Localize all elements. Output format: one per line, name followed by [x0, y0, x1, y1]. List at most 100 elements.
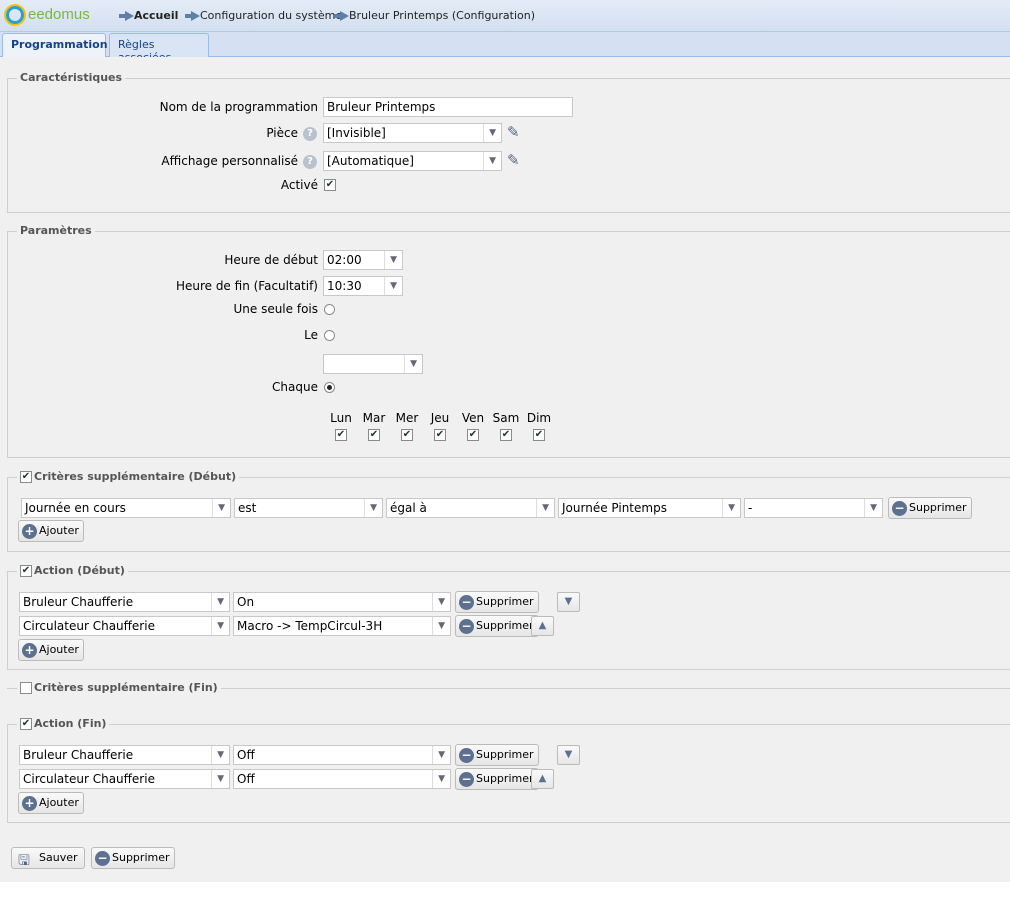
label: Lun — [330, 411, 352, 425]
move-up-button[interactable]: ▲ — [531, 769, 554, 789]
save-button[interactable]: 🖫 Sauver — [11, 847, 85, 869]
action-select[interactable]: Off ▼ — [233, 769, 451, 789]
eedomus-logo-icon[interactable] — [6, 6, 24, 24]
delete-program-button[interactable]: − Supprimer — [91, 847, 175, 869]
label: Activé — [280, 178, 318, 192]
chevron-down-icon: ▼ — [217, 597, 224, 607]
ajouter-button[interactable]: + Ajouter — [18, 639, 84, 661]
chevron-down-icon: ▼ — [489, 156, 496, 166]
action-select[interactable]: On ▼ — [233, 592, 451, 612]
criteria-select[interactable]: Journée en cours ▼ — [21, 498, 231, 518]
pencil-icon[interactable]: ✎ — [507, 123, 520, 141]
chevron-down-icon: ▼ — [217, 621, 224, 631]
label: Supprimer — [476, 595, 534, 608]
day-checkbox-lun[interactable]: ✔ — [335, 429, 347, 441]
affichage-select[interactable]: [Automatique] ▼ — [323, 151, 502, 171]
chevron-down-icon: ▼ — [218, 503, 225, 513]
ajouter-button[interactable]: + Ajouter — [18, 792, 84, 814]
value: [Automatique] — [327, 154, 414, 168]
criteria-select[interactable]: égal à ▼ — [386, 498, 555, 518]
supprimer-button[interactable]: − Supprimer — [455, 591, 539, 613]
label: Ajouter — [39, 796, 79, 809]
minus-icon: − — [892, 501, 907, 516]
supprimer-button[interactable]: − Supprimer — [455, 744, 539, 766]
nom-input[interactable]: Bruleur Printemps — [323, 97, 573, 117]
fieldset-caracteristiques — [7, 78, 1010, 213]
brand[interactable]: eedomus — [28, 6, 90, 23]
criteria-select[interactable]: est ▼ — [234, 498, 383, 518]
criteres-fin-checkbox[interactable] — [20, 682, 32, 694]
chevron-down-icon: ▼ — [542, 503, 549, 513]
help-icon[interactable]: ? — [303, 155, 317, 169]
label: Sam — [492, 411, 520, 425]
criteres-ajouter-button[interactable]: + Ajouter — [18, 520, 84, 542]
tab-regles-associees[interactable]: Règles associées — [109, 33, 209, 64]
label: Le — [304, 328, 318, 342]
action-fin-checkbox[interactable]: ✔ — [20, 718, 32, 730]
help-icon[interactable]: ? — [303, 127, 317, 141]
value: Off — [237, 748, 255, 762]
breadcrumb-config[interactable]: Configuration du système — [200, 9, 343, 22]
device-select[interactable]: Bruleur Chaufferie ▼ — [19, 745, 230, 765]
day-checkbox-mer[interactable]: ✔ — [401, 429, 413, 441]
criteria-select[interactable]: Journée Pintemps ▼ — [558, 498, 741, 518]
arrow-icon — [334, 11, 349, 21]
fieldset-criteres-debut — [7, 477, 1010, 552]
action-select[interactable]: Macro -> TempCircul-3H ▼ — [233, 616, 451, 636]
criteria-select[interactable]: - ▼ — [744, 498, 883, 518]
move-up-button[interactable]: ▲ — [531, 616, 554, 636]
breadcrumb-accueil[interactable]: Accueil — [134, 9, 179, 22]
label: Supprimer — [476, 772, 534, 785]
legend: Critères supplémentaire (Fin) — [17, 681, 221, 695]
action-select[interactable]: Off ▼ — [233, 745, 451, 765]
date-select[interactable]: ▼ — [323, 354, 423, 374]
move-down-button[interactable]: ▼ — [557, 592, 580, 612]
heure-debut-select[interactable]: 02:00 ▼ — [323, 250, 403, 270]
chevron-down-icon: ▼ — [728, 503, 735, 513]
day-checkbox-dim[interactable]: ✔ — [533, 429, 545, 441]
legend: Caractéristiques — [17, 71, 126, 85]
criteres-debut-checkbox[interactable]: ✔ — [20, 471, 32, 483]
label: Supprimer — [909, 501, 967, 514]
chevron-down-icon: ▼ — [438, 750, 445, 760]
day-label: Mar — [359, 411, 389, 425]
chevron-down-icon: ▼ — [438, 597, 445, 607]
label: Mar — [362, 411, 386, 425]
day-checkbox-mar[interactable]: ✔ — [368, 429, 380, 441]
piece-select[interactable]: [Invisible] ▼ — [323, 123, 502, 143]
value: - — [748, 501, 753, 515]
minus-icon: − — [459, 619, 474, 634]
day-label: Sam — [491, 411, 521, 425]
day-checkbox-jeu[interactable]: ✔ — [434, 429, 446, 441]
once-radio[interactable] — [324, 304, 335, 315]
pencil-icon[interactable]: ✎ — [507, 151, 520, 169]
device-select[interactable]: Circulateur Chaufferie ▼ — [19, 769, 230, 789]
day-checkbox-ven[interactable]: ✔ — [467, 429, 479, 441]
day-label: Jeu — [425, 411, 455, 425]
chaque-radio[interactable] — [324, 382, 335, 393]
value: égal à — [390, 501, 427, 515]
chevron-down-icon: ▼ — [390, 255, 397, 265]
label: Ajouter — [39, 643, 79, 656]
label: Supprimer — [476, 748, 534, 761]
le-radio[interactable] — [324, 330, 335, 341]
device-select[interactable]: Circulateur Chaufferie ▼ — [19, 616, 230, 636]
supprimer-button[interactable]: − Supprimer — [455, 768, 539, 790]
minus-icon: − — [95, 851, 110, 866]
heure-fin-select[interactable]: 10:30 ▼ — [323, 276, 403, 296]
tab-programmation[interactable]: Programmation — [2, 33, 108, 57]
breadcrumb-current: Bruleur Printemps (Configuration) — [349, 9, 536, 22]
label: Ven — [461, 411, 485, 425]
supprimer-button[interactable]: − Supprimer — [455, 615, 539, 637]
label: Pièce — [266, 126, 298, 140]
value: est — [238, 501, 257, 515]
criteres-supprimer-button[interactable]: − Supprimer — [888, 497, 972, 519]
action-debut-checkbox[interactable]: ✔ — [20, 565, 32, 577]
value: [Invisible] — [327, 126, 386, 140]
move-down-button[interactable]: ▼ — [557, 745, 580, 765]
device-select[interactable]: Bruleur Chaufferie ▼ — [19, 592, 230, 612]
value: 02:00 — [327, 253, 362, 267]
label: Supprimer — [476, 619, 534, 632]
active-checkbox[interactable]: ✔ — [324, 179, 336, 191]
day-checkbox-sam[interactable]: ✔ — [500, 429, 512, 441]
